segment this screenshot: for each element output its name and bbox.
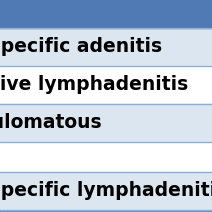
Text: Non-specific lymphadenitis: Non-specific lymphadenitis <box>0 181 212 201</box>
Bar <box>0 28 212 66</box>
Text: Non-specific adenitis: Non-specific adenitis <box>0 38 162 57</box>
Bar <box>0 142 212 172</box>
Bar <box>0 0 212 28</box>
Bar <box>0 66 212 104</box>
Bar <box>0 104 212 142</box>
Text: Reactive lymphadenitis: Reactive lymphadenitis <box>0 75 188 95</box>
Text: Granulomatous: Granulomatous <box>0 113 102 132</box>
Bar <box>0 172 212 210</box>
